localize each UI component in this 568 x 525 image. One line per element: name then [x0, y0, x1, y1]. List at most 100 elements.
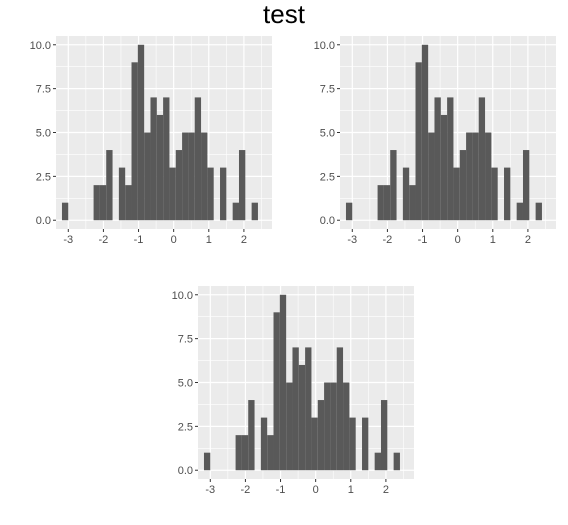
y-tick-label: 5.0 [178, 378, 193, 390]
histogram-bar [156, 114, 164, 221]
x-tick-label: -2 [99, 234, 109, 246]
histogram-bar [330, 382, 337, 471]
histogram-bar [478, 97, 486, 221]
x-tick-label: 2 [241, 234, 247, 246]
histogram-bar [472, 132, 479, 221]
histogram-bar [522, 150, 530, 221]
histogram-bar [421, 44, 429, 221]
histogram-bar [428, 132, 435, 221]
histogram-bar [93, 185, 100, 221]
histogram-bar [317, 400, 325, 471]
histogram-bar [279, 294, 287, 471]
histogram-bar [137, 44, 145, 221]
histogram-bar [241, 435, 249, 471]
y-tick-label: 10.0 [30, 40, 51, 52]
histogram-bar [251, 202, 258, 221]
x-tick-label: -2 [383, 234, 393, 246]
histogram-bar [298, 364, 306, 471]
histogram-bar [504, 167, 511, 221]
histogram-bar [459, 150, 467, 221]
y-tick-label: 2.5 [178, 421, 193, 433]
x-tick-label: 1 [490, 234, 496, 246]
histogram-bar [144, 132, 151, 221]
histogram-bar [305, 347, 312, 471]
histogram-bar [125, 185, 132, 221]
histogram-bar [203, 452, 211, 471]
y-tick-label: 0.0 [320, 215, 335, 227]
x-tick-label: -1 [418, 234, 428, 246]
histogram-panel-2: -3 -2 -1 0 1 2 0.0 2.5 5.0 7.5 10.0 [314, 36, 556, 246]
y-tick-label: 5.0 [36, 128, 51, 140]
histogram-bar [267, 435, 274, 471]
y-tick-label: 0.0 [36, 215, 51, 227]
histogram-bar [169, 167, 176, 221]
y-tick-label: 7.5 [36, 84, 51, 96]
histogram-bar [409, 185, 416, 221]
y-tick-label: 7.5 [320, 84, 335, 96]
histogram-bar [434, 97, 441, 221]
histogram-bar [374, 452, 381, 471]
histogram-bar [377, 185, 384, 221]
histogram-bar [118, 167, 126, 221]
histogram-bar [393, 452, 400, 471]
histogram-panel-1: -3 -2 -1 0 1 2 0.0 2.5 5.0 7.5 10.0 [30, 36, 272, 246]
histogram-bar [292, 347, 299, 471]
histogram-bar [447, 97, 454, 221]
histogram-bar [201, 132, 208, 221]
histogram-bar [362, 417, 369, 471]
histogram-bar [194, 97, 202, 221]
x-tick-label: 0 [171, 234, 177, 246]
histogram-bar [453, 167, 460, 221]
histogram-bar [516, 202, 523, 221]
histogram-bar [182, 132, 189, 221]
histogram-bar [343, 382, 350, 471]
histogram-bar [390, 150, 397, 221]
x-tick-label: 0 [313, 484, 319, 496]
histogram-panel-3: -3 -2 -1 0 1 2 0.0 2.5 5.0 7.5 10.0 [172, 286, 414, 496]
histogram-bar [175, 150, 183, 221]
histogram-bar [232, 202, 239, 221]
x-tick-label: 2 [383, 484, 389, 496]
x-tick-label: 1 [206, 234, 212, 246]
histogram-bar [383, 185, 391, 221]
histogram-bar [491, 167, 498, 221]
y-tick-label: 5.0 [320, 128, 335, 140]
y-tick-label: 10.0 [172, 290, 193, 302]
histogram-bar [349, 417, 356, 471]
histogram-bar [235, 435, 242, 471]
histogram-bar [106, 150, 113, 221]
y-tick-label: 2.5 [320, 171, 335, 183]
x-tick-label: 2 [525, 234, 531, 246]
x-tick-label: 1 [348, 484, 354, 496]
histogram-bar [248, 400, 255, 471]
x-tick-label: -3 [347, 234, 357, 246]
histogram-bar [188, 132, 195, 221]
y-tick-label: 7.5 [178, 334, 193, 346]
histogram-bar [163, 97, 170, 221]
histogram-bar [238, 150, 246, 221]
histogram-bar [150, 97, 157, 221]
histogram-bar [99, 185, 107, 221]
x-tick-label: -2 [241, 484, 251, 496]
y-tick-label: 10.0 [314, 40, 335, 52]
histogram-bar [311, 417, 318, 471]
histogram-bar [220, 167, 227, 221]
histogram-bar [131, 62, 138, 221]
histogram-bar [324, 382, 331, 471]
histogram-bar [61, 202, 69, 221]
histogram-bar [380, 400, 388, 471]
x-tick-label: 0 [455, 234, 461, 246]
histogram-bar [345, 202, 353, 221]
x-tick-label: -1 [134, 234, 144, 246]
y-tick-label: 0.0 [178, 465, 193, 477]
histogram-bar [415, 62, 422, 221]
histogram-bar [336, 347, 344, 471]
histogram-bar [286, 382, 293, 471]
histogram-bar [273, 312, 280, 471]
histogram-bar [466, 132, 473, 221]
x-tick-label: -1 [276, 484, 286, 496]
histogram-bar [485, 132, 492, 221]
x-tick-label: -3 [205, 484, 215, 496]
y-tick-label: 2.5 [36, 171, 51, 183]
histogram-bar [402, 167, 410, 221]
